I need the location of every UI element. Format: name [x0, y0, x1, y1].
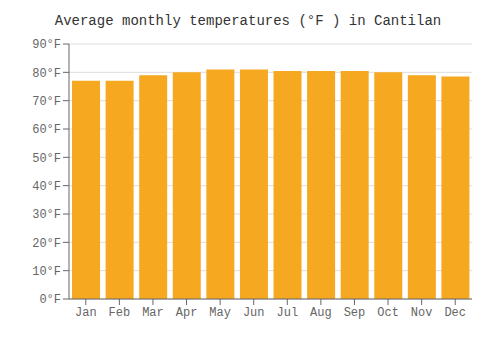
svg-text:30°F: 30°F — [32, 208, 61, 222]
svg-text:0°F: 0°F — [39, 293, 61, 307]
svg-text:Apr: Apr — [176, 306, 198, 320]
svg-text:60°F: 60°F — [32, 123, 61, 137]
svg-text:Mar: Mar — [142, 306, 164, 320]
svg-text:Aug: Aug — [310, 306, 332, 320]
svg-text:50°F: 50°F — [32, 152, 61, 166]
svg-text:Sep: Sep — [344, 306, 366, 320]
html-text:Average monthly temperatures (: Average monthly temperatures (°F ) in Ca… — [54, 13, 442, 29]
svg-text:10°F: 10°F — [32, 265, 61, 279]
svg-text:Jun: Jun — [243, 306, 265, 320]
svg-text:Jan: Jan — [75, 306, 97, 320]
svg-text:Oct: Oct — [377, 306, 399, 320]
svg-text:80°F: 80°F — [32, 67, 61, 81]
svg-text:Dec: Dec — [444, 306, 466, 320]
svg-text:40°F: 40°F — [32, 180, 61, 194]
svg-text:70°F: 70°F — [32, 95, 61, 109]
svg-text:Nov: Nov — [411, 306, 433, 320]
svg-text:90°F: 90°F — [32, 38, 61, 52]
svg-text:20°F: 20°F — [32, 237, 61, 251]
svg-text:Feb: Feb — [109, 306, 131, 320]
svg-text:Jul: Jul — [276, 306, 298, 320]
svg-text:May: May — [209, 306, 231, 320]
